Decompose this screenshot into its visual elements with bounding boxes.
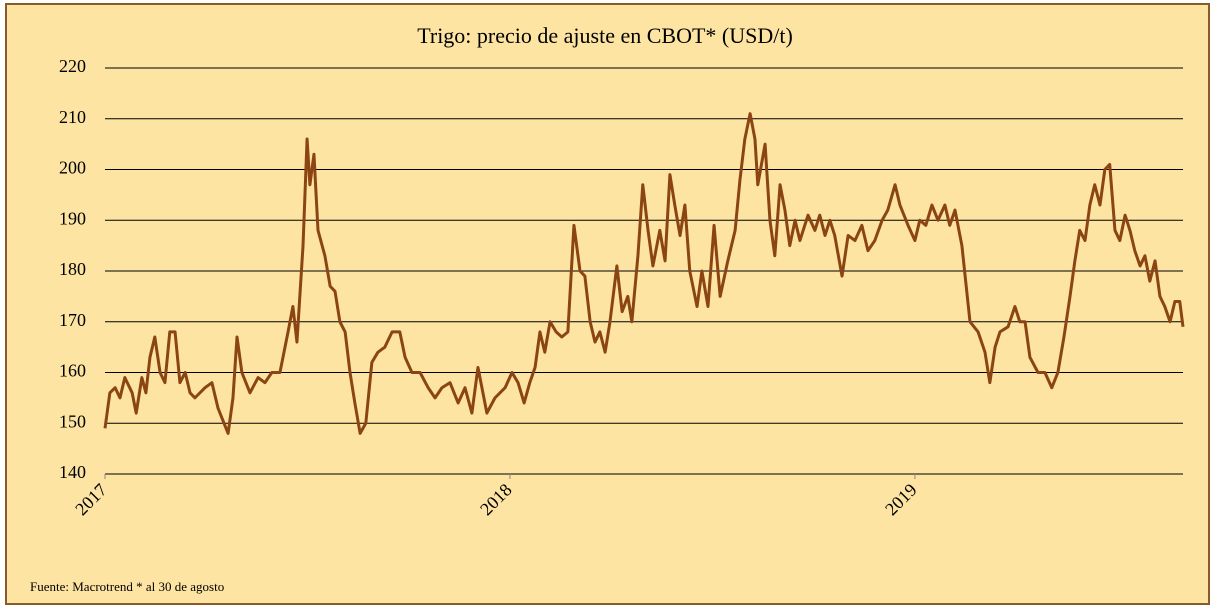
y-tick-label: 170: [59, 310, 86, 330]
y-tick-label: 210: [59, 107, 86, 127]
chart-frame: [5, 3, 1210, 605]
footnote: Fuente: Macrotrend * al 30 de agosto: [30, 579, 224, 594]
y-tick-label: 220: [59, 56, 86, 76]
line-series: [103, 112, 1185, 435]
y-tick-label: 190: [59, 208, 86, 228]
y-tick-label: 200: [59, 158, 86, 178]
y-tick-label: 160: [59, 361, 86, 381]
y-tick-label: 140: [59, 462, 86, 482]
y-tick-label: 180: [59, 259, 86, 279]
y-tick-label: 150: [59, 411, 86, 431]
chart-title: Trigo: precio de ajuste en CBOT* (USD/t): [417, 23, 793, 48]
